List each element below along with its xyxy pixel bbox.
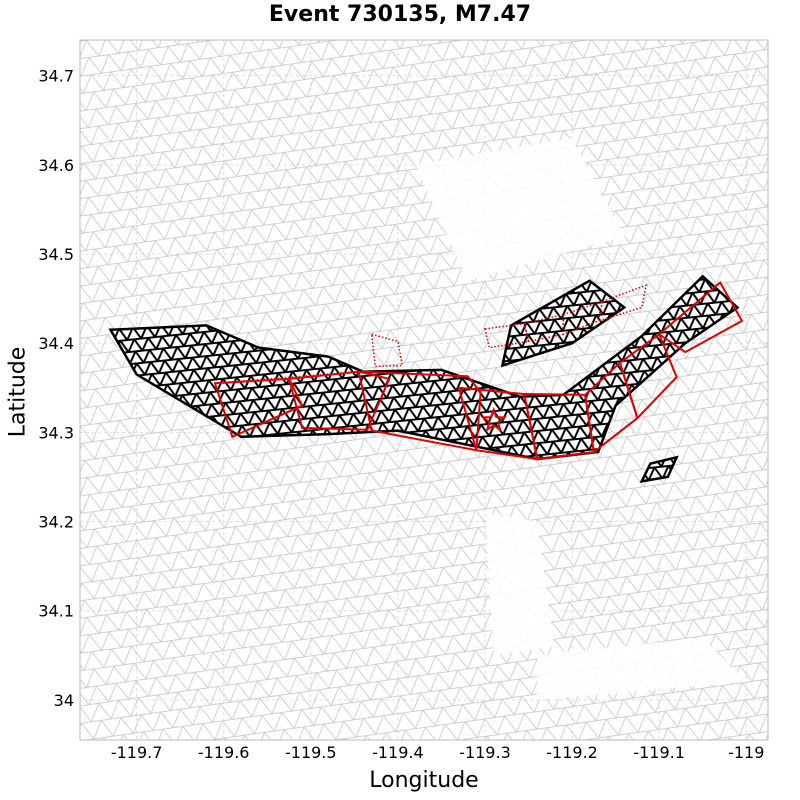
y-tick-label-5: 34.5 [38, 245, 74, 264]
y-axis-ticks: 34 34.1 34.2 34.3 34.4 34.5 34.6 34.7 [38, 67, 74, 710]
hypocenter-star [480, 406, 507, 433]
y-tick-label-0: 34 [54, 691, 74, 710]
fault-segment-0 [213, 377, 304, 439]
x-axis-ticks: -119.7 -119.6 -119.5 -119.4 -119.3 -119.2 -119… [111, 743, 765, 762]
plot-frame [79, 39, 769, 741]
fault-segment-6 [618, 332, 678, 421]
fault-segment-8 [214, 370, 359, 385]
rupture-patch-0 [108, 274, 740, 461]
y-tick-label-7: 34.7 [38, 67, 74, 86]
x-tick-label-7: -119 [728, 743, 764, 762]
mesh-gap-0 [415, 138, 625, 281]
fault-segment-1 [287, 370, 391, 431]
x-tick-label-6: -119.1 [633, 743, 685, 762]
x-tick-label-5: -119.2 [546, 743, 598, 762]
y-tick-label-4: 34.4 [38, 334, 74, 353]
y-tick-label-6: 34.6 [38, 156, 74, 175]
mesh-gap-2 [537, 637, 747, 700]
hypocenter-layer [480, 406, 507, 433]
chart-title: Event 730135, M7.47 [268, 2, 532, 27]
mesh-gap-1 [485, 512, 555, 656]
x-tick-label-3: -119.4 [372, 743, 424, 762]
fault-segment-9 [370, 333, 404, 368]
fault-segment-12 [562, 300, 604, 336]
y-tick-label-2: 34.2 [38, 513, 74, 532]
x-tick-label-2: -119.5 [285, 743, 337, 762]
rupture-patch-2 [639, 455, 679, 484]
y-tick-label-3: 34.3 [38, 423, 74, 442]
x-tick-label-4: -119.3 [459, 743, 511, 762]
fault-segment-2 [357, 370, 482, 452]
y-axis-label: Latitude [5, 346, 31, 438]
x-tick-label-0: -119.7 [111, 743, 163, 762]
x-tick-label-1: -119.6 [198, 743, 250, 762]
fault-outlines [213, 280, 744, 461]
fault-segment-7 [657, 280, 744, 354]
y-tick-label-1: 34.1 [38, 602, 74, 621]
x-axis-label: Longitude [369, 768, 479, 793]
